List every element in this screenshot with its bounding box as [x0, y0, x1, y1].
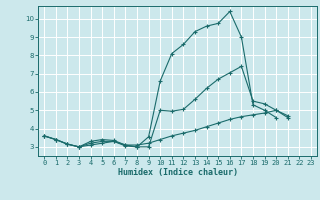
X-axis label: Humidex (Indice chaleur): Humidex (Indice chaleur): [118, 168, 238, 177]
